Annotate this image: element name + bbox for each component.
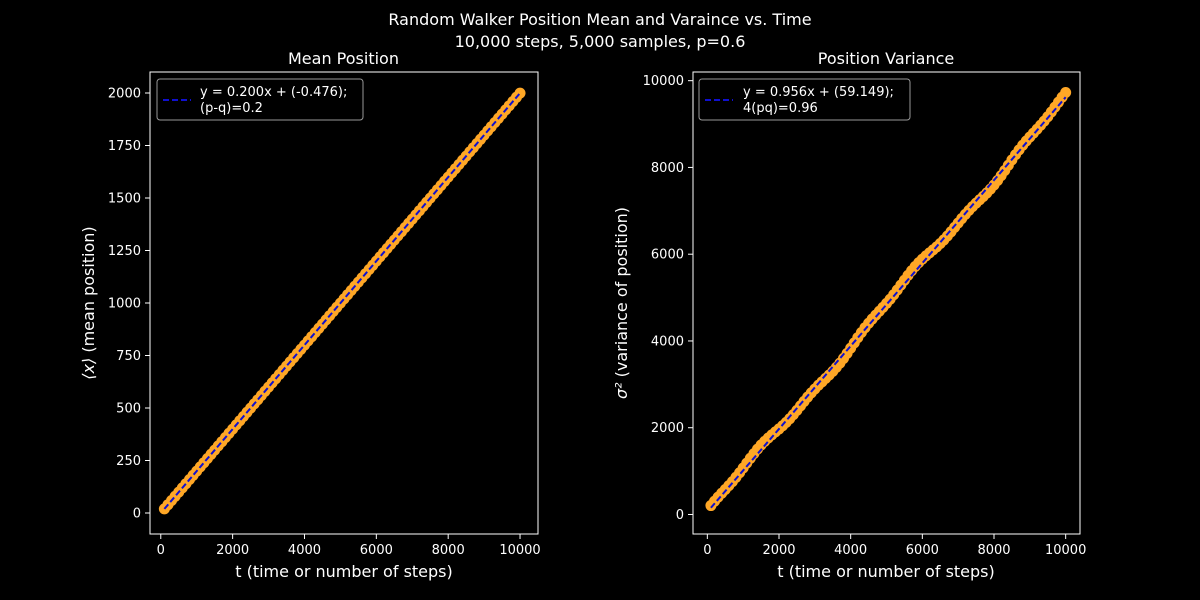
position-variance-legend-label: y = 0.956x + (59.149); <box>743 85 894 100</box>
mean-position-x-tick-label: 10000 <box>499 543 540 558</box>
position-variance-y-tick-label: 2000 <box>651 421 684 436</box>
position-variance-x-tick-label: 6000 <box>906 543 939 558</box>
mean-position-y-axis-label: ⟨x⟩ (mean position) <box>79 226 98 379</box>
position-variance-data-point <box>1060 87 1072 99</box>
mean-position-y-tick-label: 750 <box>116 349 141 364</box>
position-variance-y-tick-label: 4000 <box>651 334 684 349</box>
position-variance-ticks: 0 2000 4000 6000 8000 10000 0 2000 4000 6000 8000 1… <box>643 74 1087 558</box>
position-variance-y-tick-label: 10000 <box>643 74 684 89</box>
mean-position-y-axis-symbol: ⟨x⟩ <box>79 358 98 380</box>
position-variance-y-tick-label: 0 <box>676 508 684 523</box>
mean-position-legend: y = 0.200x + (-0.476); (p-q)=0.2 <box>156 78 364 121</box>
mean-position-fit-line <box>163 92 521 510</box>
position-variance-plot-area <box>705 87 1072 512</box>
position-variance-y-tick-label: 6000 <box>651 248 684 263</box>
position-variance-y-axis-text: (variance of position) <box>612 207 631 377</box>
mean-position-y-tick-label: 2000 <box>108 87 141 102</box>
position-variance-x-tick-label: 8000 <box>977 543 1010 558</box>
mean-position-y-tick-label: 250 <box>116 454 141 469</box>
figure-title-line2: 10,000 steps, 5,000 samples, p=0.6 <box>454 32 746 51</box>
mean-position-chart: Mean Position 0 2000 4000 6000 8000 10000 0 250… <box>79 49 541 581</box>
mean-position-y-tick-label: 1500 <box>108 192 141 207</box>
mean-position-y-tick-label: 0 <box>133 507 141 522</box>
position-variance-x-tick-label: 10000 <box>1045 543 1086 558</box>
position-variance-axes-frame <box>692 71 1081 535</box>
mean-position-y-tick-label: 500 <box>116 402 141 417</box>
mean-position-y-tick-label: 1750 <box>108 139 141 154</box>
position-variance-x-tick-label: 0 <box>703 543 711 558</box>
mean-position-x-tick-label: 0 <box>157 543 165 558</box>
mean-position-x-tick-label: 8000 <box>432 543 465 558</box>
mean-position-y-tick-label: 1250 <box>108 244 141 259</box>
position-variance-x-tick-label: 4000 <box>834 543 867 558</box>
mean-position-legend-box <box>156 78 364 121</box>
position-variance-chart: Position Variance 0 2000 4000 6000 8000 10000… <box>612 49 1086 581</box>
position-variance-legend: y = 0.956x + (59.149); 4(pq)=0.96 <box>698 78 911 121</box>
mean-position-y-axis-text: (mean position) <box>79 226 98 352</box>
position-variance-legend-label-line2: 4(pq)=0.96 <box>743 101 818 116</box>
figure-title: Random Walker Position Mean and Varaince… <box>0 9 1200 53</box>
mean-position-x-tick-label: 2000 <box>216 543 249 558</box>
position-variance-x-axis-label: t (time or number of steps) <box>777 562 995 581</box>
position-variance-x-tick-label: 2000 <box>762 543 795 558</box>
mean-position-ticks: 0 2000 4000 6000 8000 10000 0 250 500 750 1000 1250… <box>108 87 541 559</box>
figure-title-line1: Random Walker Position Mean and Varaince… <box>388 10 812 29</box>
position-variance-fit-line <box>710 96 1067 509</box>
mean-position-x-tick-label: 6000 <box>360 543 393 558</box>
position-variance-legend-box <box>698 78 911 121</box>
position-variance-chart-title: Position Variance <box>818 49 955 68</box>
mean-position-y-tick-label: 1000 <box>108 297 141 312</box>
mean-position-chart-title: Mean Position <box>288 49 399 68</box>
position-variance-y-axis-label: σ² (variance of position) <box>612 207 631 399</box>
position-variance-y-tick-label: 8000 <box>651 161 684 176</box>
mean-position-legend-label: y = 0.200x + (-0.476); <box>200 85 347 100</box>
mean-position-plot-area <box>158 87 526 515</box>
position-variance-y-axis-symbol: σ² <box>612 382 631 399</box>
mean-position-x-axis-label: t (time or number of steps) <box>235 562 453 581</box>
mean-position-x-tick-label: 4000 <box>288 543 321 558</box>
mean-position-legend-label-line2: (p-q)=0.2 <box>200 101 263 116</box>
